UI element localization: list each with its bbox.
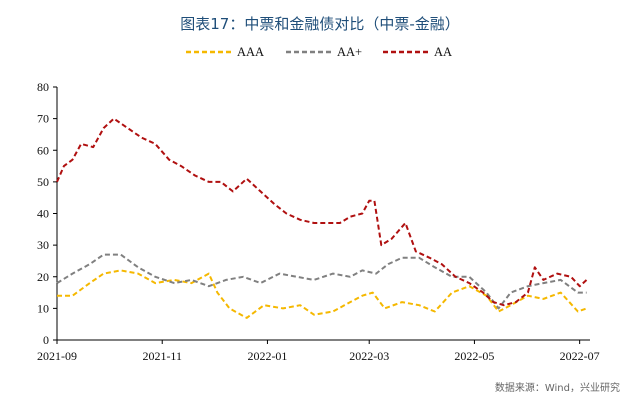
y-tick-label: 80	[37, 80, 49, 94]
y-tick-label: 20	[37, 270, 49, 284]
axes	[56, 87, 590, 341]
x-tick-label: 2022-03	[349, 349, 389, 363]
x-tick-label: 2021-09	[37, 349, 77, 363]
x-ticks: 2021-09 2021-11 2022-01 2022-03 2022-05 2022-…	[37, 340, 600, 363]
y-tick-label: 50	[37, 175, 49, 189]
legend-label-aa-plus: AA+	[337, 45, 362, 59]
x-tick-label: 2022-01	[247, 349, 287, 363]
y-tick-label: 40	[37, 207, 49, 221]
legend-label-aaa: AAA	[237, 45, 264, 59]
x-tick-label: 2021-11	[142, 349, 182, 363]
series-line-aa-plus	[56, 253, 587, 310]
source-note: 数据来源：Wind，兴业研究	[495, 381, 620, 394]
y-ticks: 0 10 20 30 40 50 60 70 80	[37, 80, 57, 347]
legend: AAA AA+ AA	[186, 45, 452, 59]
legend-label-aa: AA	[434, 45, 452, 59]
chart-title: 图表17：中票和金融债对比（中票-金融）	[180, 15, 460, 33]
y-tick-label: 10	[37, 301, 49, 315]
x-tick-label: 2022-07	[560, 349, 600, 363]
y-tick-label: 60	[37, 143, 49, 157]
y-tick-label: 0	[43, 333, 49, 347]
series-line-aa	[56, 117, 588, 307]
y-tick-label: 30	[37, 238, 49, 252]
series-line-aaa	[57, 269, 587, 319]
y-tick-label: 70	[37, 112, 49, 126]
series-lines	[56, 117, 588, 319]
x-tick-label: 2022-05	[454, 349, 494, 363]
